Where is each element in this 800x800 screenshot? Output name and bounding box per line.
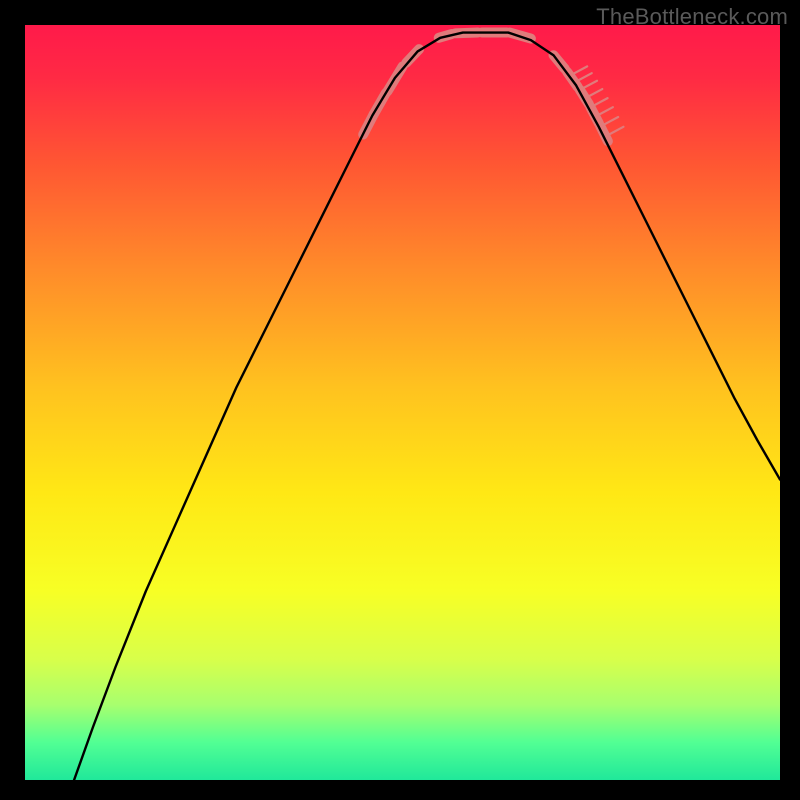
chart-svg <box>25 25 780 780</box>
plot-area <box>25 25 780 780</box>
gradient-background <box>25 25 780 780</box>
chart-frame: TheBottleneck.com <box>0 0 800 800</box>
watermark-text: TheBottleneck.com <box>596 4 788 30</box>
